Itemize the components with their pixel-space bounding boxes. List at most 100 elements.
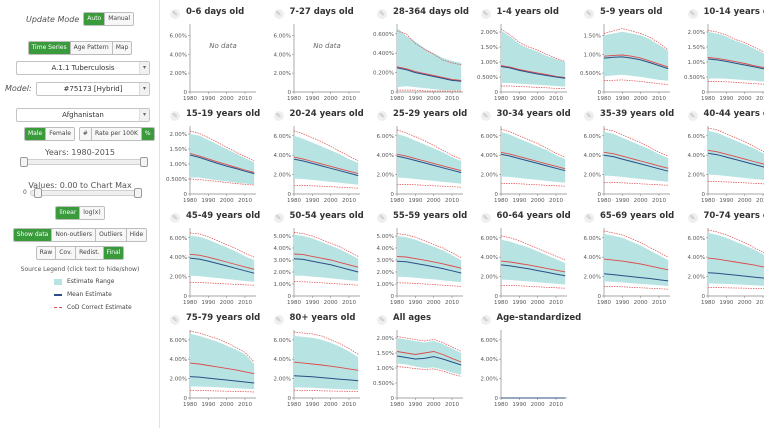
x-tick-label: 2010 [756,300,764,306]
stage-raw-button[interactable]: Raw [36,247,56,259]
edit-icon[interactable]: ✎ [480,111,491,121]
edit-icon[interactable]: ✎ [170,315,180,325]
filter-non-outliers-button[interactable]: Non-outliers [51,229,96,241]
cod-upper-line [293,331,358,355]
data-filter-toggle: Show data Non-outliers Outliers Hide [12,228,148,242]
y-tick-label: 0 [287,396,291,402]
chart-title: 35-39 years old [600,109,675,119]
model-select[interactable]: #75173 [Hybrid] ▾ [36,82,150,96]
edit-icon[interactable]: ✎ [377,111,387,121]
metric-count-button[interactable]: # [79,128,91,140]
chart-panel: ✎ 5-9 years old 1.50% 1.00% 0.500% 0 1980 1990 2… [574,4,674,106]
y-tick-label: 2.00% [480,30,497,36]
cod-upper-line [707,229,764,254]
range-swatch-icon [54,278,62,285]
edit-icon[interactable]: ✎ [273,315,284,325]
y-tick-label: 0 [287,192,291,198]
y-tick-label: 1.50% [584,33,601,39]
location-select[interactable]: Afghanistan ▾ [16,108,150,122]
cause-select[interactable]: A.1.1 Tuberculosis ▾ [16,61,150,75]
cod-upper-line [603,230,669,258]
legend-title: Source Legend (click text to hide/show) [20,266,140,273]
years-slider-start-handle[interactable] [20,157,28,167]
filter-hide-button[interactable]: Hide [125,229,147,241]
legend-item-mean[interactable]: Mean Estimate [54,291,112,298]
cod-line [707,149,764,165]
y-tick-label: 0 [701,294,705,300]
cod-line [500,65,565,79]
legend-item-cod[interactable]: CoD Correct Estimate [54,304,132,311]
estimate-range-area [707,130,764,181]
estimate-range-area [397,236,462,283]
edit-icon[interactable]: ✎ [480,315,491,325]
metric-percent-button[interactable]: % [140,128,154,140]
sex-male-button[interactable]: Male [25,128,46,140]
update-mode-toggle: Auto Manual [83,12,135,26]
x-tick-label: 2000 [220,198,234,204]
sex-female-button[interactable]: Female [45,128,74,140]
edit-icon[interactable]: ✎ [687,9,698,19]
chart-title: 10-14 years old [703,7,764,17]
y-tick-label: 1.00% [377,282,394,288]
mean-line [189,376,255,384]
edit-icon[interactable]: ✎ [687,111,698,121]
edit-icon[interactable]: ✎ [170,111,180,121]
x-tick-label: 1980 [494,96,508,102]
chevron-down-icon: ▾ [139,109,149,121]
edit-icon[interactable]: ✎ [170,213,180,223]
y-tick-label: 0 [494,396,498,402]
edit-icon[interactable]: ✎ [584,213,594,223]
filter-show-data-button[interactable]: Show data [13,229,52,241]
chart-title: 28-364 days old [393,7,470,17]
scale-row: linear log(x) [0,206,160,220]
scale-linear-button[interactable]: linear [56,207,80,219]
values-slider-start-handle[interactable] [34,188,42,198]
mean-line [293,258,358,273]
scale-log-button[interactable]: log(x) [79,207,104,219]
edit-icon[interactable]: ✎ [584,111,594,121]
chart-panel: ✎ 7-27 days old 6.00% 4.00% 2.00% 0 1980 1990 20… [264,4,364,106]
chart-title: 70-74 years old [703,211,764,221]
chart-panel: ✎ 28-364 days old 0.600% 0.400% 0.200% 0 1980 1… [367,4,470,106]
edit-icon[interactable]: ✎ [273,111,284,121]
cod-upper-line [707,30,764,53]
legend-range-label: Estimate Range [67,278,115,285]
filter-outliers-button[interactable]: Outliers [95,229,126,241]
values-slider-track[interactable] [30,190,142,196]
edit-icon[interactable]: ✎ [480,213,491,223]
cod-lower-line [707,81,764,85]
update-mode-manual-button[interactable]: Manual [104,13,134,25]
values-slider-end-handle[interactable] [134,188,142,198]
stage-redist-button[interactable]: Redist. [75,247,103,259]
edit-icon[interactable]: ✎ [687,213,698,223]
years-slider-track[interactable] [22,159,148,165]
edit-icon[interactable]: ✎ [584,9,594,19]
tab-time-series[interactable]: Time Series [28,42,70,54]
x-tick-label: 1980 [390,402,404,408]
edit-icon[interactable]: ✎ [377,213,387,223]
edit-icon[interactable]: ✎ [377,9,387,19]
x-tick-label: 2010 [238,300,252,306]
edit-icon[interactable]: ✎ [170,9,180,19]
edit-icon[interactable]: ✎ [273,9,284,19]
cod-upper-line [396,30,462,66]
cod-line [603,54,669,68]
stage-final-button[interactable]: Final [102,247,124,259]
x-tick-label: 1990 [305,96,319,102]
edit-icon[interactable]: ✎ [273,213,284,223]
edit-icon[interactable]: ✎ [480,9,491,19]
edit-icon[interactable]: ✎ [377,315,387,325]
years-slider-end-handle[interactable] [140,157,148,167]
tab-map[interactable]: Map [111,42,132,54]
metric-rate-button[interactable]: Rate per 100K [90,128,141,140]
legend-item-range[interactable]: Estimate Range [54,278,114,285]
update-mode-auto-button[interactable]: Auto [84,13,105,25]
control-panel: Update Mode Auto Manual Time Series Age … [0,0,160,428]
estimate-range-area [604,31,669,81]
tab-age-pattern[interactable]: Age Pattern [69,42,112,54]
x-tick-label: 1990 [201,402,215,408]
no-data-label: No data [313,42,341,50]
stage-cov-button[interactable]: Cov. [55,247,76,259]
